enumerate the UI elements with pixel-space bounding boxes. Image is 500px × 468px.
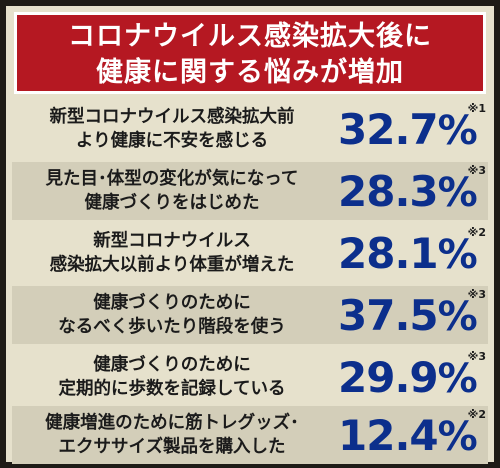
- stat-description-line-2: より健康に不安を感じる: [75, 131, 269, 151]
- title-line-2: 健康に関する悩みが増加: [96, 57, 404, 88]
- stat-description: 健康づくりのために なるべく歩いたり階段を使う: [12, 291, 332, 339]
- stat-description-line-1: 健康づくりのために: [93, 293, 251, 313]
- stat-row-2: 見た目･体型の変化が気になって 健康づくりをはじめた 28.3% ※3: [12, 162, 488, 220]
- stat-description: 新型コロナウイルス 感染拡大以前より体重が増えた: [12, 229, 332, 277]
- stat-number: 28.1: [338, 229, 439, 278]
- footnote-marker: ※3: [467, 288, 486, 301]
- stat-value: 28.3%: [338, 167, 478, 217]
- stat-row-4: 健康づくりのために なるべく歩いたり階段を使う 37.5% ※3: [12, 286, 488, 344]
- footnote-marker: ※2: [467, 408, 486, 421]
- percent-sign: %: [437, 294, 478, 340]
- stat-description: 健康づくりのために 定期的に歩数を記録している: [12, 353, 332, 401]
- stat-description: 新型コロナウイルス感染拡大前 より健康に不安を感じる: [12, 105, 332, 153]
- stat-description-line-1: 健康増進のために筋トレグッズ･: [45, 413, 299, 433]
- stat-description-line-2: エクササイズ製品を購入した: [58, 437, 286, 457]
- stat-number: 37.5: [338, 291, 439, 340]
- percent-sign: %: [437, 356, 478, 402]
- stat-number: 32.7: [338, 105, 439, 154]
- stat-description-line-2: なるべく歩いたり階段を使う: [58, 317, 286, 337]
- stat-value: 29.9%: [338, 353, 478, 403]
- stat-value: 37.5%: [338, 291, 478, 341]
- stat-description-line-1: 新型コロナウイルス感染拡大前: [49, 107, 295, 127]
- stat-number: 12.4: [338, 411, 439, 460]
- footnote-marker: ※3: [467, 164, 486, 177]
- stat-description: 見た目･体型の変化が気になって 健康づくりをはじめた: [12, 167, 332, 215]
- stat-row-3: 新型コロナウイルス 感染拡大以前より体重が増えた 28.1% ※2: [12, 224, 488, 282]
- stat-value: 28.1%: [338, 229, 478, 279]
- stat-value: 12.4%: [338, 411, 478, 461]
- stat-description-line-1: 新型コロナウイルス: [93, 231, 251, 251]
- stat-number: 28.3: [338, 167, 439, 216]
- title-banner: コロナウイルス感染拡大後に 健康に関する悩みが増加: [14, 12, 486, 94]
- title-line-1: コロナウイルス感染拡大後に: [68, 21, 432, 52]
- footnote-marker: ※3: [467, 350, 486, 363]
- stat-description-line-2: 感染拡大以前より体重が増えた: [49, 255, 295, 275]
- footnote-marker: ※2: [467, 226, 486, 239]
- stat-row-6: 健康増進のために筋トレグッズ･ エクササイズ製品を購入した 12.4% ※2: [12, 406, 488, 464]
- stat-row-1: 新型コロナウイルス感染拡大前 より健康に不安を感じる 32.7% ※1: [12, 100, 488, 158]
- stat-description-line-1: 見た目･体型の変化が気になって: [45, 169, 299, 189]
- footnote-marker: ※1: [467, 102, 486, 115]
- percent-sign: %: [437, 232, 478, 278]
- stat-number: 29.9: [338, 353, 439, 402]
- stat-description-line-2: 健康づくりをはじめた: [84, 193, 260, 213]
- percent-sign: %: [437, 170, 478, 216]
- percent-sign: %: [437, 414, 478, 460]
- percent-sign: %: [437, 108, 478, 154]
- stat-description-line-2: 定期的に歩数を記録している: [58, 379, 286, 399]
- stat-description-line-1: 健康づくりのために: [93, 355, 251, 375]
- stat-row-5: 健康づくりのために 定期的に歩数を記録している 29.9% ※3: [12, 348, 488, 406]
- stat-description: 健康増進のために筋トレグッズ･ エクササイズ製品を購入した: [12, 411, 332, 459]
- stat-value: 32.7%: [338, 105, 478, 155]
